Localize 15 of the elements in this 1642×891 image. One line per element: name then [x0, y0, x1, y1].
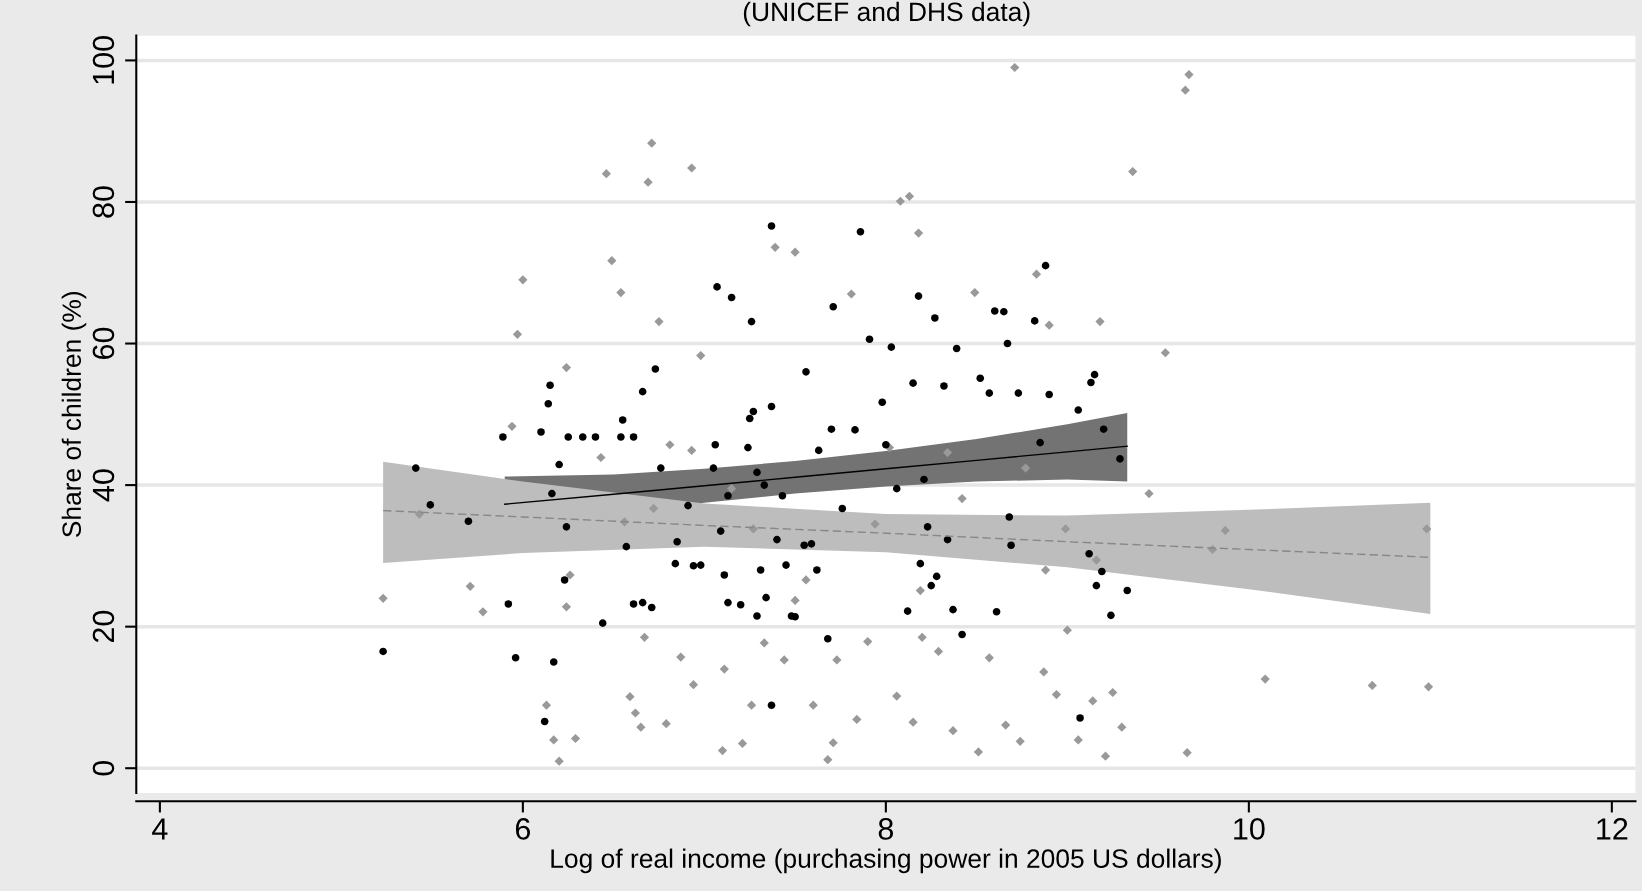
y-tick-label: 80 [92, 186, 115, 218]
x-tick-label: 8 [878, 818, 894, 840]
y-tick-label: 100 [92, 36, 115, 84]
x-tick-label: 12 [1597, 818, 1628, 840]
y-tick-label: 40 [92, 469, 115, 502]
line-series [504, 445, 1128, 505]
x-tick-label: 10 [1234, 818, 1265, 840]
y-tick-label: 0 [92, 760, 115, 776]
x-tick-label: 4 [152, 818, 168, 840]
chart-title: (UNICEF and DHS data) [743, 1, 1030, 27]
x-axis-title: Log of real income (purchasing power in 2005 US dollars) [551, 848, 1221, 874]
y-tick-label: 20 [92, 610, 115, 643]
x-tick-label: 6 [515, 818, 531, 840]
y-tick-label: 60 [92, 327, 115, 359]
y-axis-title: Share of children (%) [61, 292, 87, 538]
